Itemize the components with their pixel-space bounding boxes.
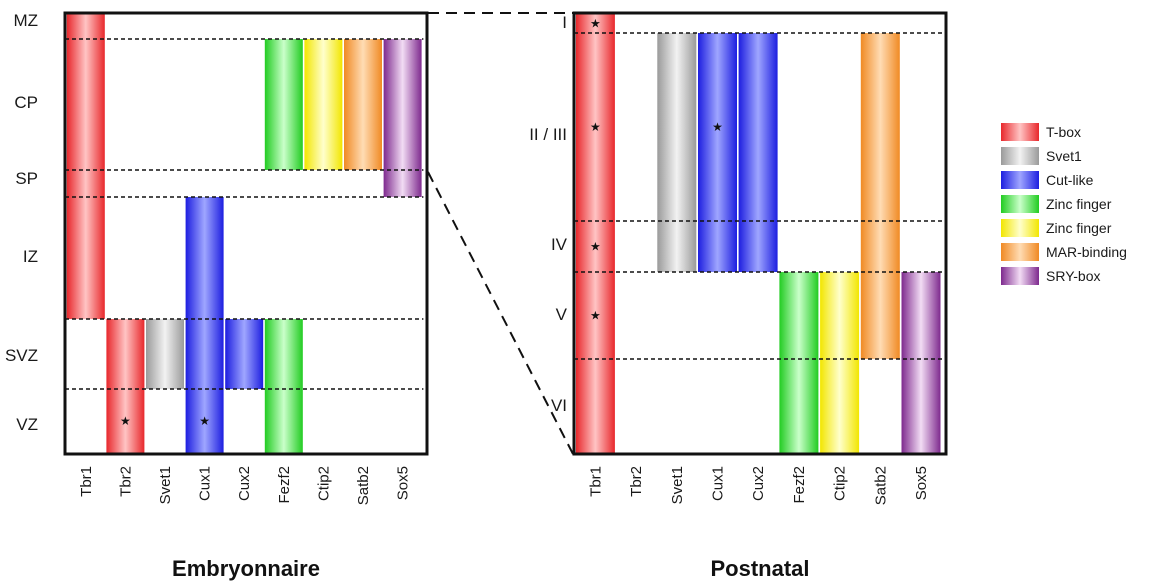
- embryonic-gene-label-sox5: Sox5: [395, 466, 412, 500]
- legend-swatch-t-box: [1001, 123, 1039, 141]
- postnatal-gene-label-satb2: Satb2: [872, 466, 889, 505]
- embryonic-bar-sox5-9: [383, 39, 422, 197]
- legend-label: T-box: [1046, 124, 1081, 140]
- legend-swatch-zinc-finger: [1001, 219, 1039, 237]
- embryonic-gene-label-satb2: Satb2: [355, 466, 372, 505]
- postnatal-gene-label-cux1: Cux1: [710, 466, 727, 501]
- postnatal-star-marker: ★: [590, 120, 601, 134]
- legend-label: Zinc finger: [1046, 220, 1112, 236]
- embryonic-layer-label: CP: [14, 93, 38, 112]
- postnatal-panel-title: Postnatal: [710, 556, 809, 581]
- embryonic-layer-label: VZ: [16, 415, 38, 434]
- embryonic-layer-label: IZ: [23, 247, 38, 266]
- legend-label: MAR-binding: [1046, 244, 1127, 260]
- postnatal-layer-label: IV: [551, 235, 568, 254]
- embryonic-bar-tbr2-1: [106, 319, 145, 453]
- embryonic-gene-label-ctip2: Ctip2: [315, 466, 332, 501]
- postnatal-star-marker: ★: [712, 120, 723, 134]
- legend-label: Svet1: [1046, 148, 1082, 164]
- embryonic-layer-label: SP: [15, 169, 38, 188]
- legend-swatch-mar-binding: [1001, 243, 1039, 261]
- embryonic-panel-frame: [63, 11, 429, 456]
- postnatal-bar-svet1-1: [657, 33, 697, 272]
- legend-swatch-cut-like: [1001, 171, 1039, 189]
- legend-label: SRY-box: [1046, 268, 1100, 284]
- embryonic-panel-title: Embryonnaire: [172, 556, 320, 581]
- embryonic-gene-label-cux1: Cux1: [197, 466, 214, 501]
- embryonic-star-marker: ★: [199, 414, 210, 428]
- embryonic-panel: ★ ★ MZ CP SP IZ SVZ VZ Tbr1 Tbr2 Svet1 Cux1 Cux2 Fe…: [5, 11, 429, 581]
- postnatal-gene-label-tbr2: Tbr2: [628, 466, 645, 497]
- embryonic-bar-ctip2-7: [304, 39, 343, 170]
- postnatal-layer-label: II / III: [529, 125, 567, 144]
- postnatal-panel: ★ ★ ★ ★ ★ I II / III IV V VI Tbr1 Tbr2 Svet1 Cux1 Cu…: [529, 11, 948, 581]
- embryonic-bar-svet1-2: [146, 319, 184, 389]
- postnatal-bar-cux2-3: [738, 33, 778, 272]
- postnatal-gene-label-tbr1: Tbr1: [587, 466, 604, 497]
- postnatal-gene-label-ctip2: Ctip2: [832, 466, 849, 501]
- postnatal-star-marker: ★: [590, 17, 601, 31]
- postnatal-gene-label-fezf2: Fezf2: [791, 466, 808, 504]
- embryonic-layer-label: MZ: [13, 11, 38, 30]
- postnatal-layer-label: I: [562, 13, 567, 32]
- legend-label: Zinc finger: [1046, 196, 1112, 212]
- legend-swatch-zinc-finger: [1001, 195, 1039, 213]
- legend-label: Cut-like: [1046, 172, 1094, 188]
- postnatal-bar-cux1-2: [698, 33, 737, 272]
- embryonic-gene-label-fezf2: Fezf2: [276, 466, 293, 504]
- embryonic-bar-fezf2-6: [264, 319, 303, 453]
- legend: T-box Svet1 Cut-like Zinc finger Zinc finger…: [1001, 123, 1127, 285]
- postnatal-gene-label-svet1: Svet1: [669, 466, 686, 504]
- embryonic-bar-cux1-3: [185, 197, 224, 453]
- postnatal-panel-frame: [572, 11, 948, 456]
- embryonic-bar-cux2-4: [225, 319, 264, 389]
- postnatal-bar-satb2-6: [860, 33, 900, 359]
- postnatal-bar-tbr1-0: [575, 14, 615, 453]
- postnatal-star-marker: ★: [590, 309, 601, 323]
- embryonic-bar-satb2-8: [344, 39, 382, 170]
- postnatal-layer-label: VI: [551, 396, 567, 415]
- embryonic-gene-label-tbr1: Tbr1: [78, 466, 95, 497]
- postnatal-star-marker: ★: [590, 240, 601, 254]
- legend-swatch-svet-: [1001, 147, 1039, 165]
- embryonic-bar-fezf2-5: [264, 39, 303, 170]
- embryonic-gene-label-tbr2: Tbr2: [117, 466, 134, 497]
- postnatal-gene-label-cux2: Cux2: [750, 466, 767, 501]
- legend-swatch-sry-box: [1001, 267, 1039, 285]
- embryonic-layer-label: SVZ: [5, 346, 38, 365]
- postnatal-bar-ctip2-5: [820, 272, 860, 453]
- embryonic-star-marker: ★: [120, 414, 131, 428]
- postnatal-bar-fezf2-4: [779, 272, 819, 453]
- postnatal-layer-label: V: [556, 305, 568, 324]
- postnatal-gene-label-sox5: Sox5: [913, 466, 930, 500]
- embryonic-bar-tbr1-0: [66, 14, 105, 319]
- postnatal-bar-sox5-7: [901, 272, 941, 453]
- embryonic-gene-label-cux2: Cux2: [236, 466, 253, 501]
- embryonic-gene-label-svet1: Svet1: [157, 466, 174, 504]
